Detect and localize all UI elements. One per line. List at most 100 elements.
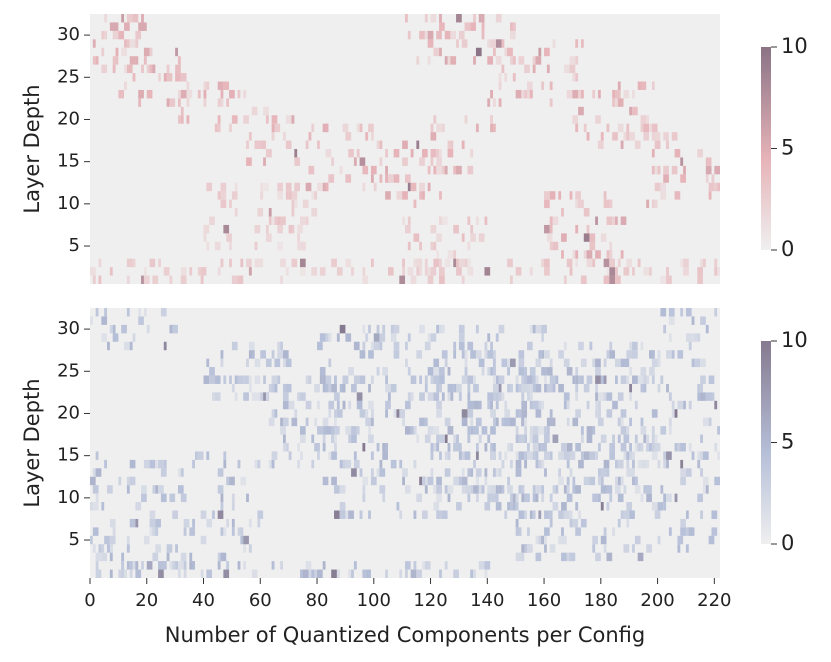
heat-cell [104,30,108,40]
heat-cell [461,417,468,427]
heat-cell [714,165,720,175]
heat-cell [362,476,369,486]
heat-cell [444,561,448,570]
heat-cell [180,493,187,503]
heat-cell [697,383,701,393]
heat-cell [126,64,133,74]
heat-cell [203,375,210,384]
heat-cell [376,468,380,477]
heat-cell [126,535,130,545]
heat-cell [248,544,252,553]
heat-cell [141,561,144,570]
heat-cell [663,493,667,503]
heat-cell [104,459,108,469]
heat-cell [138,308,142,317]
heat-cell [260,140,266,149]
heat-cell [251,106,258,116]
heat-cell [529,400,533,410]
heat-cell [617,123,624,133]
heat-cell [549,451,553,460]
heat-cell [180,115,184,124]
heat-cell [362,182,366,192]
heat-cell [152,527,159,536]
heat-cell [180,106,184,116]
heat-cell [541,400,545,410]
heat-cell [385,375,388,384]
heat-cell [626,518,630,528]
heat-cell [433,375,440,384]
heat-cell [416,569,423,578]
heat-cell [578,459,584,469]
heat-cell [353,157,357,166]
heat-cell [427,476,434,486]
heat-cell [243,89,247,99]
heat-cell [640,341,644,351]
heat-cell [129,459,136,469]
heat-cell [524,434,528,443]
heat-cell [566,400,570,410]
heat-cell [220,350,224,359]
heat-cell [121,47,127,57]
heat-cell [200,510,207,519]
heat-cell [300,258,306,268]
heat-cell [464,350,468,359]
heat-cell [561,443,567,452]
heat-cell [467,434,471,443]
heat-cell [544,350,550,359]
heat-cell [529,267,533,276]
heat-cell [498,375,505,384]
heat-cell [297,459,300,469]
heat-cell [600,233,607,242]
heat-cell [243,535,249,545]
heat-cell [379,333,386,342]
x-axis-label: Number of Quantized Components per Confi… [165,623,645,647]
heat-cell [402,258,405,268]
heat-cell [282,400,289,410]
heat-cell [575,367,579,376]
heat-cell [651,451,658,460]
heat-cell [654,165,661,175]
heat-cell [561,552,567,562]
heat-cell [214,123,218,133]
heat-cell [436,30,442,40]
heat-cell [702,476,709,486]
heat-cell [700,468,703,477]
heat-cell [515,552,522,562]
heat-cell [368,417,371,427]
heat-cell [529,324,536,334]
heat-cell [657,502,664,511]
x-tick-label: 200 [640,590,674,611]
heat-cell [169,561,173,570]
heat-cell [331,157,335,166]
heat-cell [626,502,633,511]
heat-cell [433,426,440,435]
heat-cell [379,341,383,351]
heat-cell [623,434,630,443]
heat-cell [586,258,593,268]
heat-cell [138,316,144,325]
heat-cell [532,434,539,443]
heat-cell [518,409,522,418]
heat-cell [467,375,474,384]
heat-cell [325,375,332,384]
heat-cell [328,358,332,368]
heat-cell [169,493,176,503]
heat-cell [569,64,576,74]
heat-cell [569,56,576,65]
heat-cell [126,561,130,570]
heat-cell [368,400,374,410]
heat-cell [345,426,352,435]
heat-cell [399,510,403,519]
heat-cell [129,39,136,48]
heat-cell [680,157,684,166]
heat-cell [177,485,184,494]
heat-cell [376,443,380,452]
heat-cell [575,250,579,259]
heat-cell [160,308,167,317]
heat-cell [95,56,99,65]
heat-cell [592,89,596,99]
heat-cell [223,81,230,90]
heat-cell [535,358,542,368]
heat-cell [552,502,559,511]
heat-cell [138,89,144,99]
